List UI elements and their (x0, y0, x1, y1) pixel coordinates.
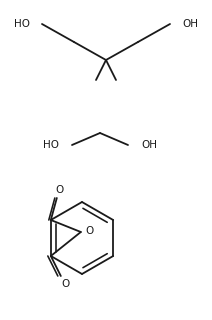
Text: O: O (62, 279, 70, 289)
Text: OH: OH (182, 19, 198, 29)
Text: O: O (56, 185, 64, 195)
Text: HO: HO (14, 19, 30, 29)
Text: O: O (86, 226, 94, 236)
Text: OH: OH (141, 140, 157, 150)
Text: HO: HO (43, 140, 59, 150)
